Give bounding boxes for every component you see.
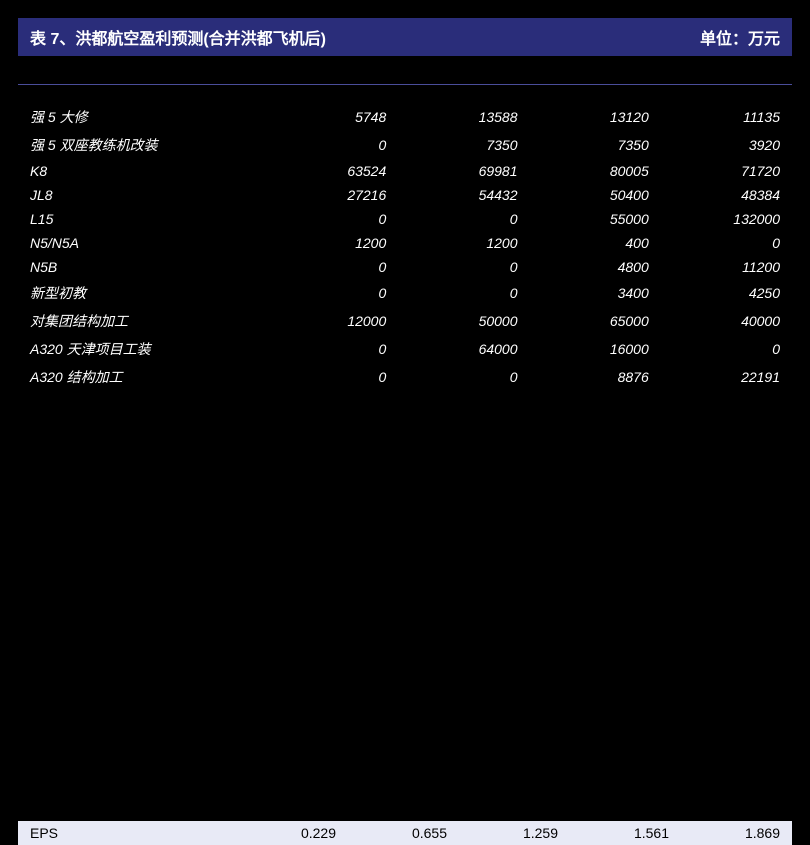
eps-label: EPS [30,825,225,841]
eps-value: 0.655 [336,825,447,841]
eps-value: 1.561 [558,825,669,841]
table-header-bar: 表 7、洪都航空盈利预测(合并洪都飞机后) 单位：万元 [18,18,792,56]
row-value: 132000 [649,207,780,231]
table-row: L150055000132000 [30,207,780,231]
row-label: 对集团结构加工 [30,307,255,335]
table-row: K863524699818000571720 [30,159,780,183]
row-value: 7350 [518,131,649,159]
row-label: K8 [30,159,255,183]
row-value: 1200 [255,231,386,255]
table-title: 表 7、洪都航空盈利预测(合并洪都飞机后) [30,25,326,49]
eps-row: EPS 0.229 0.655 1.259 1.561 1.869 [18,821,792,845]
row-value: 0 [255,131,386,159]
row-value: 0 [255,255,386,279]
row-value: 48384 [649,183,780,207]
row-value: 0 [649,231,780,255]
row-value: 12000 [255,307,386,335]
eps-value: 1.869 [669,825,780,841]
table-row: 强 5 双座教练机改装0735073503920 [30,131,780,159]
row-value: 0 [255,363,386,391]
table-row: 新型初教0034004250 [30,279,780,307]
row-label: JL8 [30,183,255,207]
row-value: 5748 [255,103,386,131]
row-value: 13120 [518,103,649,131]
row-value: 69981 [386,159,517,183]
row-value: 27216 [255,183,386,207]
row-value: 50000 [386,307,517,335]
row-value: 1200 [386,231,517,255]
row-value: 0 [386,255,517,279]
table-row: N5B00480011200 [30,255,780,279]
row-label: L15 [30,207,255,231]
row-label: 新型初教 [30,279,255,307]
eps-value: 0.229 [225,825,336,841]
row-value: 50400 [518,183,649,207]
row-value: 4800 [518,255,649,279]
table-row: N5/N5A120012004000 [30,231,780,255]
row-value: 0 [649,335,780,363]
data-table: 强 5 大修5748135881312011135强 5 双座教练机改装0735… [30,103,780,391]
table-container: 强 5 大修5748135881312011135强 5 双座教练机改装0735… [18,103,792,391]
table-row: JL827216544325040048384 [30,183,780,207]
row-value: 11200 [649,255,780,279]
row-value: 8876 [518,363,649,391]
row-label: N5B [30,255,255,279]
row-value: 65000 [518,307,649,335]
table-row: 对集团结构加工12000500006500040000 [30,307,780,335]
row-value: 80005 [518,159,649,183]
row-value: 40000 [649,307,780,335]
row-value: 71720 [649,159,780,183]
table-unit: 单位：万元 [700,25,780,49]
row-value: 4250 [649,279,780,307]
row-value: 3920 [649,131,780,159]
row-value: 0 [255,279,386,307]
row-value: 22191 [649,363,780,391]
row-value: 0 [255,207,386,231]
row-label: A320 天津项目工装 [30,335,255,363]
row-value: 3400 [518,279,649,307]
row-label: N5/N5A [30,231,255,255]
eps-value: 1.259 [447,825,558,841]
row-value: 63524 [255,159,386,183]
row-value: 13588 [386,103,517,131]
row-label: 强 5 大修 [30,103,255,131]
table-row: A320 天津项目工装064000160000 [30,335,780,363]
row-value: 55000 [518,207,649,231]
row-value: 400 [518,231,649,255]
row-value: 0 [255,335,386,363]
row-value: 11135 [649,103,780,131]
row-value: 0 [386,207,517,231]
row-value: 0 [386,363,517,391]
row-value: 64000 [386,335,517,363]
row-value: 7350 [386,131,517,159]
row-value: 0 [386,279,517,307]
row-label: 强 5 双座教练机改装 [30,131,255,159]
row-value: 54432 [386,183,517,207]
row-value: 16000 [518,335,649,363]
header-divider [18,84,792,85]
table-row: 强 5 大修5748135881312011135 [30,103,780,131]
table-row: A320 结构加工00887622191 [30,363,780,391]
row-label: A320 结构加工 [30,363,255,391]
